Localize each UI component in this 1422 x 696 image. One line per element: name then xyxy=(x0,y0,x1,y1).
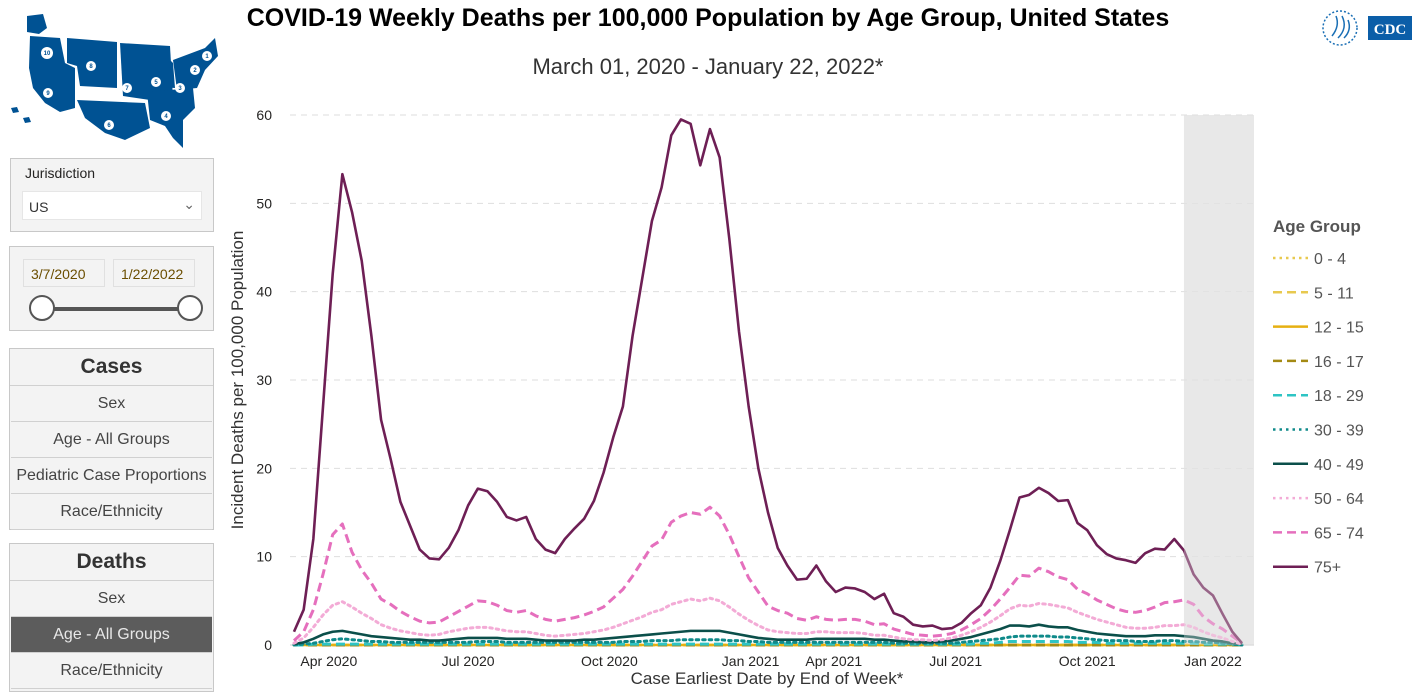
chart-title: COVID-19 Weekly Deaths per 100,000 Popul… xyxy=(246,4,1170,32)
svg-text:10: 10 xyxy=(44,51,51,57)
cases-age-button[interactable]: Age - All Groups xyxy=(11,422,212,458)
series-line-75+ xyxy=(292,118,1243,645)
deaths-race-button[interactable]: Race/Ethnicity xyxy=(11,653,212,689)
incomplete-data-overlay xyxy=(1183,115,1254,645)
region-marker: 3 xyxy=(175,83,185,93)
svg-text:2: 2 xyxy=(193,68,197,74)
map-hawaii xyxy=(11,107,31,123)
deaths-header: Deaths xyxy=(10,544,213,581)
y-tick-label: 30 xyxy=(256,372,272,388)
y-tick-label: 0 xyxy=(264,637,272,653)
jurisdiction-label: Jurisdiction xyxy=(25,165,96,181)
cdc-logo: CDC xyxy=(1322,10,1412,46)
line-chart: 0 10 20 30 40 50 60 Apr 2020 Jul 2020 Oct 2020 Ja… xyxy=(228,107,1364,688)
legend-label: 12 - 15 xyxy=(1314,320,1364,337)
region-marker: 9 xyxy=(43,88,53,98)
region-marker: 5 xyxy=(151,77,161,87)
svg-text:9: 9 xyxy=(46,91,50,97)
cases-nav: Cases Sex Age - All Groups Pediatric Cas… xyxy=(9,348,214,530)
slider-end-handle[interactable] xyxy=(177,295,203,321)
slider-track[interactable] xyxy=(50,307,190,311)
chart-subtitle: March 01, 2020 - January 22, 2022* xyxy=(532,54,884,79)
map-south-central xyxy=(77,100,150,140)
chevron-down-icon: ⌄ xyxy=(183,196,195,212)
map-midwest xyxy=(127,48,175,88)
legend-label: 50 - 64 xyxy=(1314,491,1364,508)
svg-text:1: 1 xyxy=(205,54,209,60)
jurisdiction-dropdown[interactable]: US ⌄ xyxy=(22,191,202,220)
x-tick-label: Apr 2021 xyxy=(805,653,862,669)
deaths-sex-button[interactable]: Sex xyxy=(11,581,212,617)
deaths-age-button[interactable]: Age - All Groups xyxy=(11,617,212,653)
svg-text:7: 7 xyxy=(125,86,129,92)
hhs-region-map[interactable]: 1 2 3 4 5 6 7 8 9 10 xyxy=(5,8,220,148)
cases-header: Cases xyxy=(10,349,213,386)
legend: Age Group 0 - 4 5 - 11 12 - 15 16 - 17 18 - … xyxy=(1273,217,1364,577)
start-date-input[interactable]: 3/7/2020 xyxy=(23,259,105,287)
region-marker: 7 xyxy=(122,83,132,93)
map-east xyxy=(173,38,218,90)
y-tick-label: 10 xyxy=(256,549,272,565)
end-date-input[interactable]: 1/22/2022 xyxy=(113,259,195,287)
legend-label: 65 - 74 xyxy=(1314,525,1364,542)
series-line-65-74 xyxy=(292,505,1243,645)
y-tick-label: 50 xyxy=(256,195,272,211)
legend-label: 0 - 4 xyxy=(1314,251,1346,268)
y-tick-label: 40 xyxy=(256,284,272,300)
x-tick-label: Jan 2022 xyxy=(1184,653,1242,669)
region-marker: 2 xyxy=(190,65,200,75)
map-southeast xyxy=(147,88,195,148)
y-axis-title: Incident Deaths per 100,000 Population xyxy=(228,231,247,530)
svg-text:5: 5 xyxy=(154,80,158,86)
legend-title: Age Group xyxy=(1273,217,1361,236)
series-line-30-39 xyxy=(292,634,1244,647)
legend-label: 16 - 17 xyxy=(1314,354,1364,371)
region-marker: 8 xyxy=(86,61,96,71)
legend-label: 40 - 49 xyxy=(1314,457,1364,474)
map-alaska xyxy=(27,14,47,34)
region-marker: 4 xyxy=(161,111,171,121)
x-tick-label: Jul 2020 xyxy=(442,653,495,669)
series-line-40-49 xyxy=(293,623,1243,646)
jurisdiction-filter: Jurisdiction US ⌄ xyxy=(10,158,214,232)
x-axis-title: Case Earliest Date by End of Week* xyxy=(631,669,904,688)
x-tick-label: Apr 2020 xyxy=(300,653,357,669)
x-tick-label: Oct 2020 xyxy=(581,653,638,669)
cases-race-button[interactable]: Race/Ethnicity xyxy=(11,494,212,530)
svg-text:3: 3 xyxy=(178,86,182,92)
map-west xyxy=(29,36,75,112)
svg-text:CDC: CDC xyxy=(1374,22,1407,38)
legend-label: 18 - 29 xyxy=(1314,388,1364,405)
jurisdiction-value: US xyxy=(29,199,49,215)
hhs-eagle-icon xyxy=(1322,10,1358,46)
cases-sex-button[interactable]: Sex xyxy=(11,386,212,422)
deaths-nav: Deaths Sex Age - All Groups Race/Ethnici… xyxy=(9,543,214,692)
x-tick-label: Jul 2021 xyxy=(929,653,982,669)
cases-pediatric-button[interactable]: Pediatric Case Proportions xyxy=(11,458,212,494)
region-marker: 6 xyxy=(104,120,114,130)
region-marker: 1 xyxy=(202,51,212,61)
legend-label: 5 - 11 xyxy=(1314,285,1354,302)
y-tick-label: 20 xyxy=(256,460,272,476)
x-tick-label: Jan 2021 xyxy=(722,653,780,669)
x-tick-label: Oct 2021 xyxy=(1059,653,1116,669)
legend-label: 75+ xyxy=(1314,560,1341,577)
svg-text:6: 6 xyxy=(107,123,111,129)
svg-text:4: 4 xyxy=(164,114,168,120)
legend-label: 30 - 39 xyxy=(1314,423,1364,440)
series-line-50-64 xyxy=(292,596,1244,646)
date-range-slider: 3/7/2020 1/22/2022 xyxy=(9,246,214,331)
y-tick-label: 60 xyxy=(256,107,272,123)
cdc-logo-box xyxy=(1368,16,1412,40)
slider-start-handle[interactable] xyxy=(29,295,55,321)
region-marker: 10 xyxy=(41,47,53,59)
svg-text:8: 8 xyxy=(89,64,93,70)
series-line-18-29 xyxy=(294,639,1243,647)
